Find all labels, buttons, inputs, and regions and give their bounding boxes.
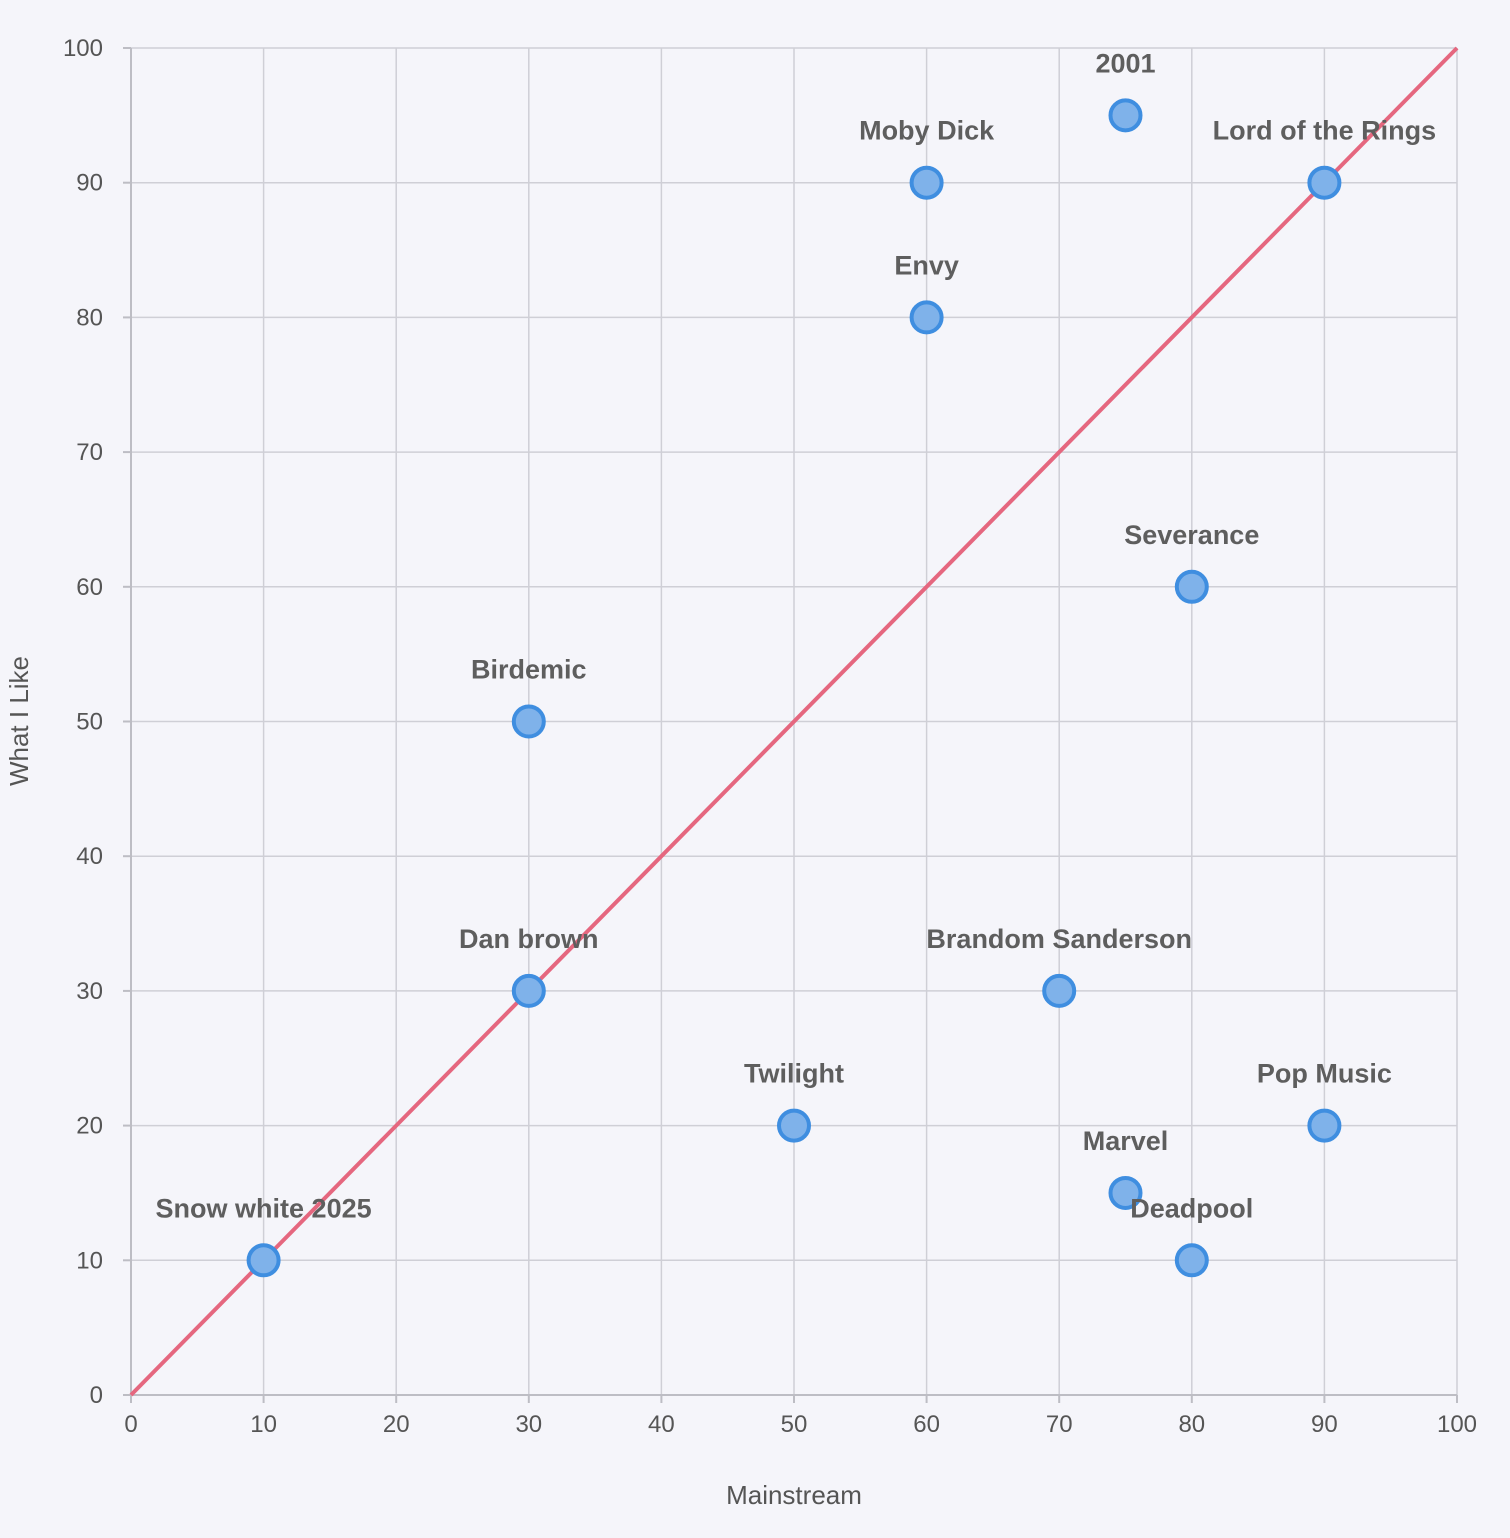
- data-point: [246, 1243, 281, 1278]
- x-tick-label: 50: [781, 1411, 808, 1438]
- y-tick-label: 40: [76, 843, 103, 870]
- reference-line-layer: [129, 46, 1459, 1397]
- y-tick-label: 70: [76, 439, 103, 466]
- data-point: [777, 1108, 811, 1143]
- y-tick-label: 0: [90, 1382, 103, 1409]
- x-axis-title: Mainstream: [726, 1480, 862, 1510]
- point-label: Marvel: [1083, 1126, 1169, 1156]
- data-point: [1307, 165, 1342, 200]
- point-labels: 2001 Moby Dick Lord of the Rings Envy Severa…: [156, 48, 1437, 1223]
- data-point: [1042, 973, 1077, 1008]
- y-tick-label: 20: [76, 1113, 103, 1140]
- y-axis-title: What I Like: [4, 656, 34, 786]
- point-label: Dan brown: [459, 924, 599, 954]
- x-tick-label: 80: [1178, 1411, 1205, 1438]
- point-label: Moby Dick: [859, 116, 995, 146]
- data-point: [511, 704, 546, 739]
- point-label: Pop Music: [1257, 1059, 1392, 1089]
- point-label: Twilight: [744, 1059, 844, 1089]
- x-tick-label: 10: [250, 1411, 277, 1438]
- y-tick-label: 30: [76, 978, 103, 1005]
- point-label: Severance: [1124, 520, 1259, 550]
- point-label: 2001: [1095, 48, 1155, 78]
- x-tick-label: 30: [515, 1411, 542, 1438]
- y-tick-label: 60: [76, 574, 103, 601]
- data-point: [1174, 1243, 1209, 1278]
- data-point: [909, 300, 944, 335]
- point-label: Birdemic: [471, 655, 587, 685]
- data-point: [1307, 1108, 1342, 1143]
- x-tick-label: 70: [1046, 1411, 1073, 1438]
- y-tick-label: 10: [76, 1247, 103, 1274]
- data-points: [246, 98, 1342, 1278]
- y-tick-label: 90: [76, 170, 103, 197]
- y-tick-label: 100: [63, 35, 103, 62]
- point-label: Deadpool: [1130, 1193, 1253, 1223]
- x-tick-label: 20: [383, 1411, 410, 1438]
- data-point: [511, 973, 546, 1008]
- axes: 0 10 20 30 40 50 60 70 80 90 100 0 10 20 30 40 50 60 70 80 9…: [63, 35, 1477, 1438]
- data-point: [1108, 98, 1143, 133]
- x-tick-label: 100: [1437, 1411, 1477, 1438]
- data-point: [909, 165, 944, 200]
- x-tick-label: 0: [124, 1411, 137, 1438]
- point-label: Lord of the Rings: [1213, 116, 1436, 146]
- x-tick-label: 60: [913, 1411, 940, 1438]
- point-label: Snow white 2025: [156, 1193, 372, 1223]
- point-label: Brandom Sanderson: [926, 924, 1192, 954]
- reference-line: [129, 46, 1459, 1397]
- data-point: [1174, 569, 1209, 604]
- data-point: [1108, 1175, 1143, 1210]
- point-label: Envy: [894, 250, 959, 280]
- y-tick-label: 80: [76, 304, 103, 331]
- y-tick-label: 50: [76, 709, 103, 736]
- x-tick-label: 40: [648, 1411, 675, 1438]
- x-tick-label: 90: [1311, 1411, 1338, 1438]
